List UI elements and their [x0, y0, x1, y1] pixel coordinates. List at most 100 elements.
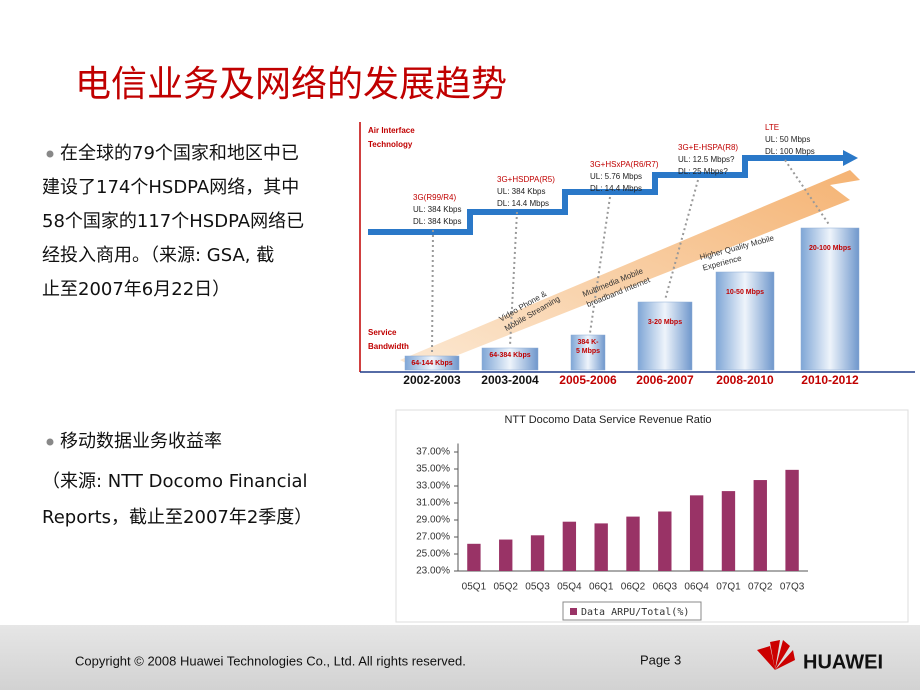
x-tick-label: 05Q4: [557, 582, 582, 593]
bar: [658, 511, 672, 571]
bandwidth: 20-100 Mbps: [809, 245, 851, 252]
bandwidth-cylinder: [570, 334, 606, 371]
logo-mark: [757, 640, 795, 670]
period-years: 2005-2006: [559, 373, 617, 387]
y-tick-label: 31.00%: [416, 498, 450, 509]
bullet-dot: [46, 438, 54, 446]
bullet-line: 58个国家的117个HSDPA网络已: [42, 211, 304, 232]
chart-frame: [395, 409, 909, 623]
legend-label: Data ARPU/Total(%): [581, 607, 689, 618]
x-tick-label: 07Q2: [748, 582, 773, 593]
tech-ul: UL: 12.5 Mbps?: [678, 155, 735, 164]
page-number: Page 3: [640, 652, 681, 667]
bullet-note: （来源: NTT Docomo Financial: [42, 471, 308, 492]
bandwidth-cylinder: [404, 355, 460, 371]
tech-ul: UL: 384 Kbps: [413, 205, 461, 214]
arrow-head: [843, 150, 858, 166]
bandwidth-cylinder: [481, 347, 539, 371]
tech-name: 3G+E-HSPA(R8): [678, 143, 738, 152]
bullet-line: 建设了174个HSDPA网络，其中: [42, 177, 299, 198]
brand: HUAWEI: [803, 651, 883, 673]
y-tick-label: 23.00%: [416, 566, 450, 577]
bullet-line: 经投入商用。（来源: GSA, 截: [42, 245, 274, 266]
bandwidth: 384 K-: [577, 339, 599, 346]
period-years: 2010-2012: [801, 373, 859, 387]
growth-arrow: [400, 170, 860, 370]
bar: [785, 469, 799, 571]
tech-dl: DL: 14.4 Mbps: [497, 199, 549, 208]
bullet-line: 在全球的79个国家和地区中已: [60, 143, 299, 164]
bar: [530, 535, 545, 571]
x-tick-label: 07Q3: [780, 582, 805, 593]
bar: [689, 495, 704, 571]
tech-ul: UL: 50 Mbps: [765, 135, 810, 144]
x-tick-label: 06Q4: [684, 582, 709, 593]
tech-dl: DL: 100 Mbps: [765, 147, 815, 156]
axis-label: Service: [368, 328, 397, 337]
slide-title: 电信业务及网络的发展趋势: [75, 64, 507, 105]
revenue-chart: NTT Docomo Data Service Revenue Ratio 23…: [395, 409, 909, 623]
legend-frame: [562, 601, 702, 621]
tech-name: LTE: [765, 123, 779, 132]
axis-label: Bandwidth: [368, 342, 409, 351]
dotted-link: [784, 159, 831, 227]
bandwidth: 10-50 Mbps: [726, 289, 764, 296]
x-tick-label: 06Q3: [653, 582, 678, 593]
axis-label: Technology: [368, 140, 413, 149]
tech-dl: DL: 25 Mbps?: [678, 167, 728, 176]
bandwidth: 5 Mbps: [576, 348, 600, 355]
dotted-link: [509, 211, 518, 347]
tech-name: 3G+HSDPA(R5): [497, 175, 555, 184]
bar: [626, 516, 640, 571]
period-years: 2006-2007: [636, 373, 694, 387]
logo: HUAWEI: [757, 640, 883, 673]
bar: [467, 543, 481, 571]
x-tick-label: 05Q1: [462, 582, 487, 593]
period-years: 2002-2003: [403, 373, 461, 387]
tech-ul: UL: 384 Kbps: [497, 187, 545, 196]
evolution-diagram: Air Interface Technology Service Bandwidth 3…: [359, 122, 915, 387]
dotted-link: [664, 179, 699, 301]
tech-dl: DL: 384 Kbps: [413, 217, 461, 226]
y-tick-label: 29.00%: [416, 515, 450, 526]
y-tick-label: 27.00%: [416, 532, 450, 543]
bar: [753, 480, 767, 571]
y-tick-label: 25.00%: [416, 549, 450, 560]
x-tick-label: 05Q3: [525, 582, 550, 593]
copyright: Copyright © 2008 Huawei Technologies Co.…: [75, 653, 466, 668]
tech-name: 3G+HSxPA(R6/R7): [590, 160, 659, 169]
tech-dl: DL: 14.4 Mbps: [590, 184, 642, 193]
bar: [594, 523, 608, 571]
x-tick-label: 07Q1: [716, 582, 741, 593]
legend-swatch: [570, 608, 577, 615]
period-years: 2008-2010: [716, 373, 774, 387]
bullet-dot: [46, 150, 54, 158]
bullet-note: Reports，截止至2007年2季度）: [42, 507, 312, 528]
bandwidth-cylinder: [800, 227, 860, 371]
chart-title: NTT Docomo Data Service Revenue Ratio: [504, 414, 711, 426]
bandwidth: 64-144 Kbps: [411, 360, 452, 367]
bandwidth: 3-20 Mbps: [648, 319, 682, 326]
period-years: 2003-2004: [481, 373, 539, 387]
bullet-line: 止至2007年6月22日）: [42, 279, 230, 300]
tech-ul: UL: 5.76 Mbps: [590, 172, 642, 181]
x-tick-label: 06Q1: [589, 582, 614, 593]
bar: [721, 491, 736, 571]
x-tick-label: 05Q2: [493, 582, 518, 593]
bandwidth: 64-384 Kbps: [489, 352, 530, 359]
dotted-link: [431, 229, 434, 356]
bandwidth-cylinder: [715, 271, 775, 371]
axis-label: Air Interface: [368, 126, 415, 135]
bar: [562, 521, 577, 571]
bandwidth-cylinder: [637, 301, 693, 371]
bar: [499, 539, 513, 571]
tech-name: 3G(R99/R4): [413, 193, 456, 202]
tech-staircase: [368, 155, 845, 235]
y-tick-label: 35.00%: [416, 464, 450, 475]
bullet-line: 移动数据业务收益率: [60, 431, 222, 452]
x-tick-label: 06Q2: [621, 582, 646, 593]
y-tick-label: 37.00%: [416, 447, 450, 458]
y-tick-label: 33.00%: [416, 481, 450, 492]
